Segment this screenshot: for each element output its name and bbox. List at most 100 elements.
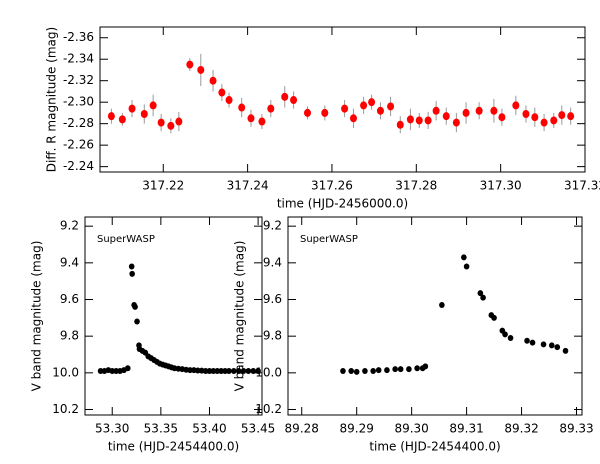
data-point [341,104,349,113]
x-tick-label: 89.28 [285,422,319,436]
data-point [491,314,497,321]
data-point [414,365,420,372]
y-tick-label: 9.2 [60,219,79,233]
data-point [384,367,390,374]
data-point [548,342,555,349]
data-point [353,368,360,375]
x-tick-label: 317.28 [395,179,437,193]
data-point [348,368,354,374]
data-point [463,263,470,270]
data-point [392,366,398,373]
data-point [245,368,252,374]
y-axis-label: V band magnitude (mag) [233,241,247,392]
data-point [187,367,193,374]
data-point [424,116,432,125]
plot-frame [99,26,586,173]
data-point [303,108,311,117]
y-tick-label: 9.4 [263,255,282,269]
data-point [124,365,131,372]
data-point [140,110,148,118]
data-point [167,121,175,130]
x-tick-label: 53.40 [192,422,226,436]
y-tick-label: -2.24 [63,159,94,173]
data-point [206,368,213,374]
y-tick-label: 9.6 [263,292,282,306]
data-point [134,318,140,325]
data-point [360,101,368,110]
data-point [422,363,429,370]
data-point [531,113,539,122]
data-point [452,118,460,127]
y-axis-label: Diff. R magnitude (mag) [45,27,59,172]
data-point [554,344,561,351]
annotation: SuperWASP [97,234,155,245]
data-point [222,368,228,374]
x-tick-label: 89.30 [394,422,428,436]
data-point [118,115,126,124]
data-point [281,92,289,101]
data-point [321,108,329,117]
data-point [238,103,246,112]
y-tick-label: 10.0 [52,365,79,379]
data-point [567,112,575,121]
data-point [157,118,165,127]
data-point [562,347,569,354]
data-point [475,106,483,115]
y-tick-label: -2.30 [63,95,94,109]
x-tick-label: 53.30 [95,422,129,436]
data-point [218,368,224,374]
y-tick-label: -2.32 [63,73,94,87]
data-point [210,368,217,374]
data-point [340,368,346,374]
data-point [540,118,548,127]
x-axis-label: time (HJD-2454400.0) [108,440,239,454]
data-point [502,331,508,338]
data-point [128,263,135,270]
data-point [480,294,486,301]
y-tick-label: 10.0 [255,365,282,379]
data-point [529,339,536,346]
data-point [550,116,558,125]
data-point [442,112,450,121]
data-point [462,108,470,117]
data-point [397,366,404,373]
plot-frame [287,216,583,416]
data-point [415,116,423,125]
x-tick-label: 317.22 [142,179,184,193]
data-point [540,341,547,348]
data-point [149,101,157,110]
data-point [406,366,412,373]
data-point [202,368,209,374]
data-point [209,76,217,85]
data-point [439,302,445,308]
y-tick-label: 9.8 [60,329,79,343]
data-point [375,367,382,374]
data-point [97,368,104,374]
plot-frame [84,216,263,416]
x-tick-label: 317.30 [480,179,522,193]
data-point [522,110,530,118]
data-point [524,337,530,344]
data-point [258,117,266,126]
y-tick-label: -2.28 [63,116,94,130]
data-point [113,368,119,374]
data-point [197,65,205,74]
x-tick-label: 89.31 [449,422,483,436]
data-point [250,368,257,374]
data-point [362,368,368,374]
y-tick-label: 9.4 [60,255,79,269]
data-point [396,120,404,129]
data-point [432,106,440,115]
x-tick-label: 317.26 [311,179,353,193]
data-point [186,60,194,69]
data-point [175,117,183,126]
data-point [512,101,520,110]
y-tick-label: 9.2 [263,219,282,233]
data-point [507,335,514,341]
data-point [255,368,261,374]
data-point [376,106,384,115]
x-tick-label: 89.29 [340,422,374,436]
data-point [477,290,484,297]
y-tick-label: -2.34 [63,52,94,66]
